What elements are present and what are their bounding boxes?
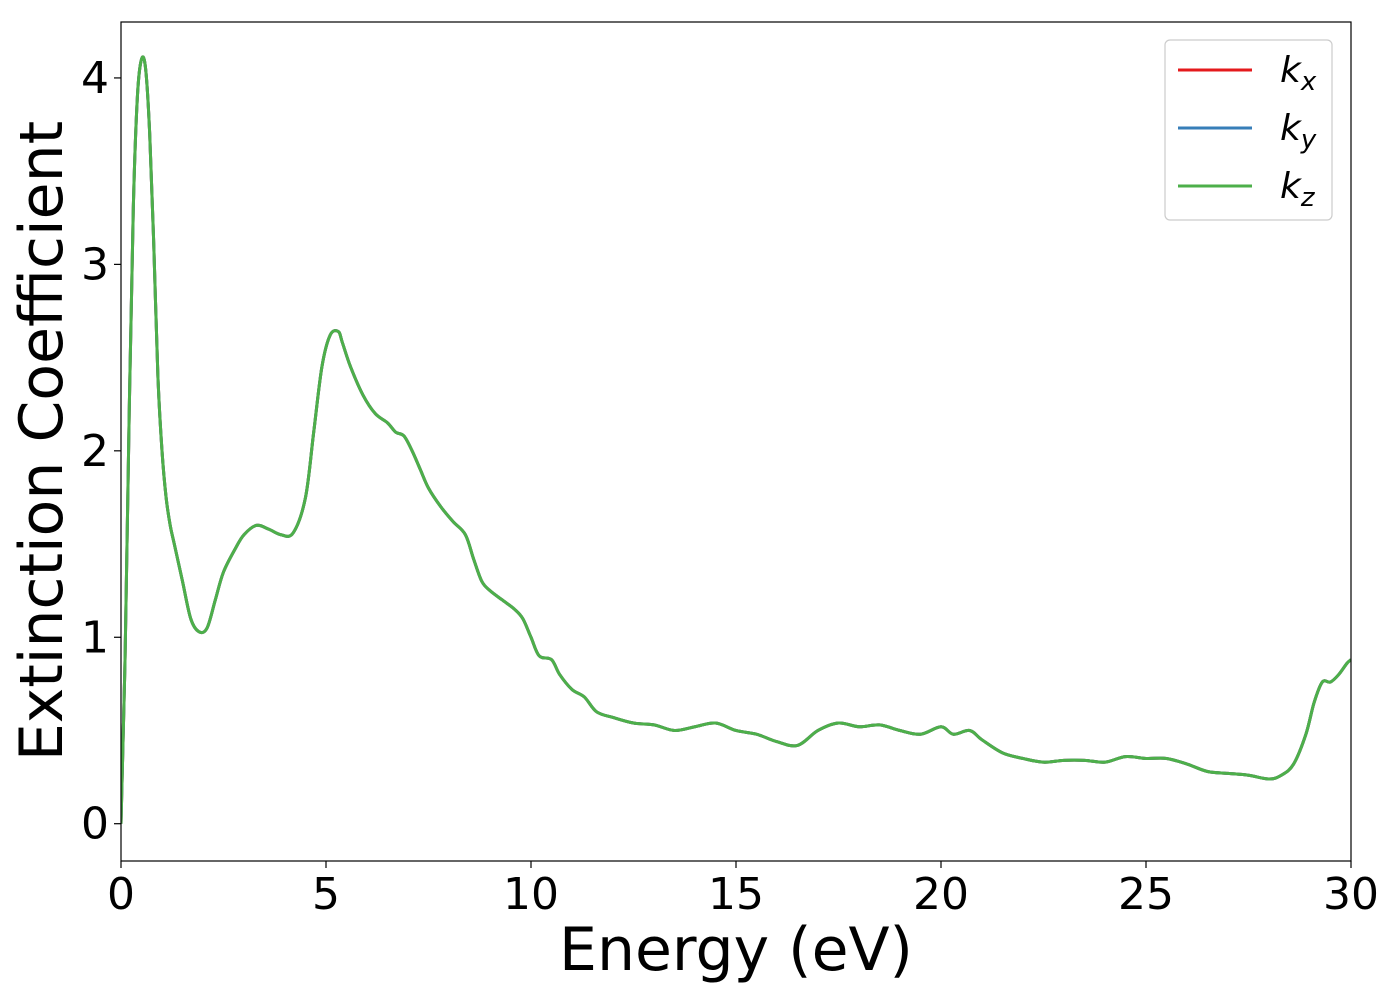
legend-label-subscript: y [1300, 125, 1317, 155]
y-axis-label: Extinction Coefficient [7, 121, 77, 761]
y-tick-label: 0 [81, 799, 109, 850]
legend-label-kz: kz [1280, 166, 1316, 213]
y-tick-label: 4 [81, 53, 109, 104]
y-tick-label: 3 [81, 239, 109, 290]
legend-label-base: k [1280, 108, 1303, 149]
x-tick-label: 25 [1118, 869, 1174, 920]
legend-label-base: k [1280, 166, 1303, 207]
legend-label-subscript: x [1300, 67, 1317, 97]
y-tick-label: 1 [81, 612, 109, 663]
x-tick-label: 30 [1323, 869, 1379, 920]
y-tick-label: 2 [81, 426, 109, 477]
x-axis-label: Energy (eV) [559, 915, 913, 985]
x-tick-label: 0 [107, 869, 135, 920]
plot-background [121, 22, 1351, 861]
legend-label-base: k [1280, 50, 1303, 91]
x-tick-label: 5 [312, 869, 340, 920]
x-tick-label: 10 [503, 869, 559, 920]
legend-label-ky: ky [1280, 108, 1317, 155]
x-axis-ticks: 0 5 10 15 20 25 30 [107, 861, 1379, 920]
x-tick-label: 15 [708, 869, 764, 920]
plot-area [120, 21, 1352, 862]
y-axis-ticks: 0 1 2 3 4 [81, 53, 121, 850]
legend-label-kx: kx [1280, 50, 1317, 97]
legend-label-subscript: z [1300, 183, 1316, 213]
x-tick-label: 20 [913, 869, 969, 920]
series-line-kz [121, 55, 1351, 824]
legend-box [1164, 39, 1333, 221]
series-layer [121, 55, 1351, 824]
